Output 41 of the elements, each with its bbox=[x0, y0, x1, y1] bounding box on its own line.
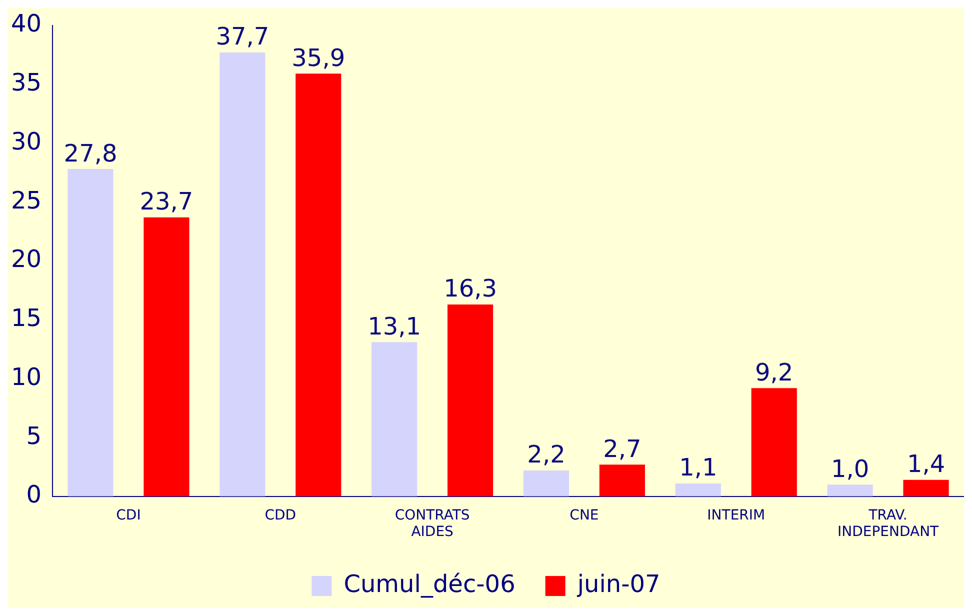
data-label: 13,1 bbox=[368, 312, 422, 340]
bar bbox=[827, 484, 873, 496]
data-label: 2,7 bbox=[603, 434, 642, 463]
y-tick-label: 0 bbox=[26, 480, 42, 509]
bar bbox=[448, 304, 494, 496]
data-label: 37,7 bbox=[216, 22, 270, 51]
data-label: 1,4 bbox=[906, 450, 946, 478]
bar bbox=[220, 52, 266, 496]
y-tick-label: 5 bbox=[26, 422, 42, 450]
data-label: 16,3 bbox=[444, 274, 498, 303]
y-tick-label: 10 bbox=[10, 362, 42, 391]
data-label: 1,0 bbox=[830, 454, 870, 483]
bar bbox=[675, 483, 721, 496]
x-tick-label: CNE bbox=[570, 507, 599, 524]
data-label: 2,2 bbox=[527, 440, 566, 469]
x-tick-label: CDI bbox=[116, 507, 141, 524]
y-tick-label: 15 bbox=[10, 304, 42, 332]
x-tick-label: CONTRATS AIDES bbox=[394, 507, 470, 540]
data-label: 23,7 bbox=[140, 188, 194, 216]
data-label: 1,1 bbox=[679, 454, 718, 482]
bar bbox=[296, 74, 342, 496]
bar bbox=[903, 480, 949, 496]
bar bbox=[751, 388, 797, 496]
y-tick-label: 35 bbox=[10, 68, 42, 97]
x-tick-label: INTERIM bbox=[707, 507, 766, 524]
x-tick-label: CDD bbox=[264, 507, 296, 524]
bar bbox=[372, 342, 418, 496]
bar bbox=[523, 470, 570, 496]
legend-label: Cumul_déc-06 bbox=[344, 570, 516, 598]
data-label: 35,9 bbox=[292, 44, 346, 72]
bar bbox=[144, 217, 190, 496]
y-tick-label: 20 bbox=[10, 245, 42, 274]
x-tick-label: TRAV. INDEPENDANT bbox=[837, 507, 940, 540]
data-label: 27,8 bbox=[64, 139, 118, 168]
legend-label: juin-07 bbox=[576, 570, 660, 598]
bar bbox=[599, 464, 645, 496]
y-tick-label: 25 bbox=[10, 186, 42, 214]
y-tick-label: 40 bbox=[10, 10, 42, 38]
data-label: 9,2 bbox=[755, 358, 794, 386]
y-tick-label: 30 bbox=[10, 127, 42, 156]
bar bbox=[68, 169, 114, 496]
